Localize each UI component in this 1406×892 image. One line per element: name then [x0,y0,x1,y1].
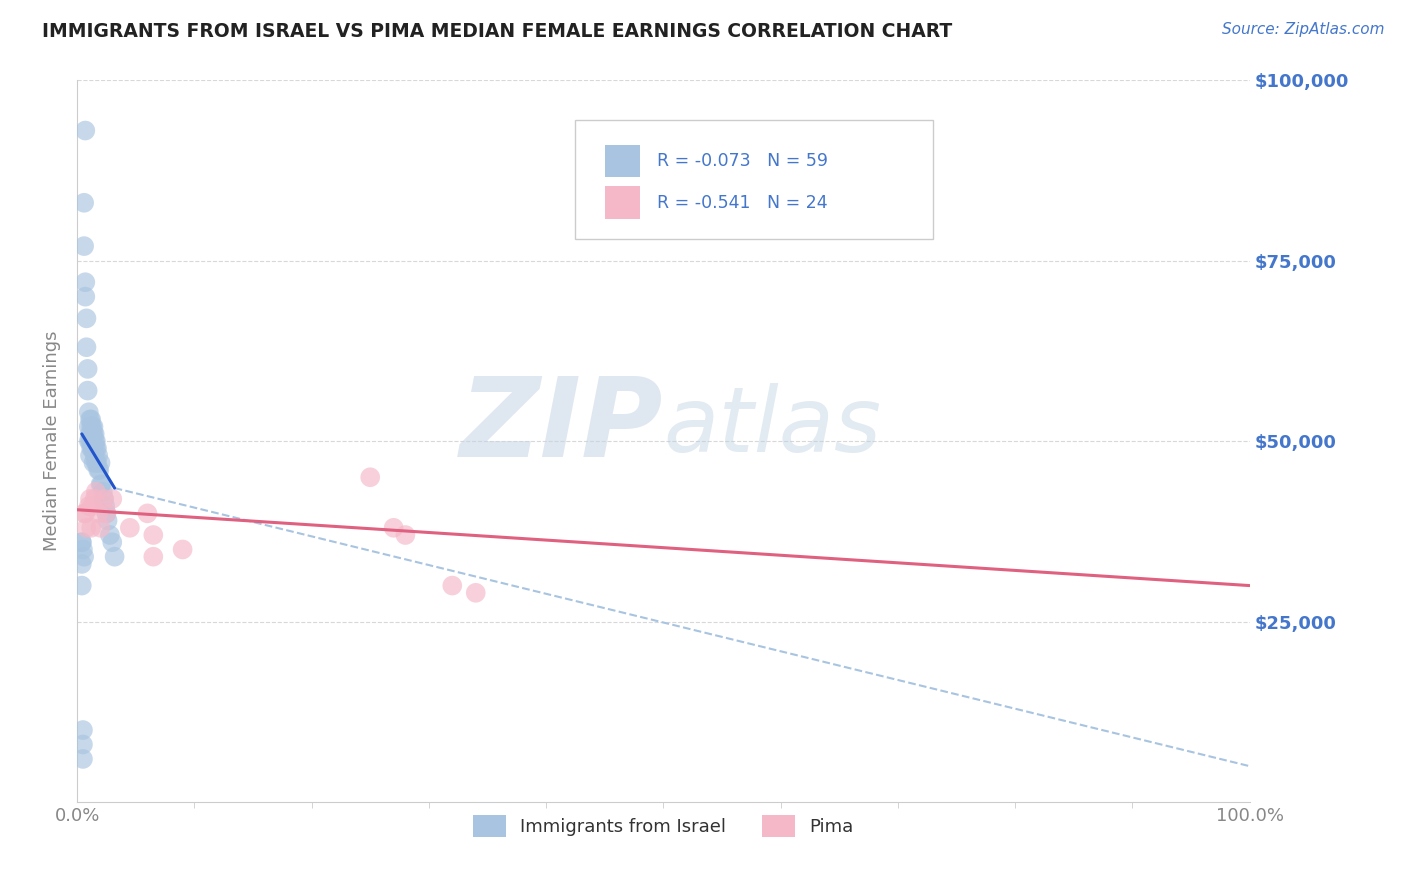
Point [80,521,103,535]
Point [89,463,111,477]
Point [394,528,416,542]
Text: IMMIGRANTS FROM ISRAEL VS PIMA MEDIAN FEMALE EARNINGS CORRELATION CHART: IMMIGRANTS FROM ISRAEL VS PIMA MEDIAN FE… [42,22,952,41]
Point [83,426,105,441]
Point [82,442,104,456]
Point [94,499,117,513]
Point [359,470,381,484]
Point [76,362,98,376]
Point [84,442,107,456]
Point [84,456,107,470]
Point [79,434,101,449]
Point [70,578,93,592]
Point [136,507,159,521]
Point [82,426,104,441]
Point [104,549,127,564]
Point [118,521,141,535]
Point [90,521,112,535]
Point [83,419,105,434]
Point [83,426,105,441]
Point [464,586,486,600]
Point [82,419,104,434]
Point [70,535,93,549]
Point [73,239,96,253]
Point [79,426,101,441]
Point [72,752,94,766]
Point [77,434,100,449]
Point [83,434,105,449]
Point [90,477,112,491]
Text: Source: ZipAtlas.com: Source: ZipAtlas.com [1222,22,1385,37]
Point [93,491,115,506]
Point [90,456,112,470]
FancyBboxPatch shape [575,120,934,239]
Point [72,542,94,557]
Point [98,528,121,542]
Point [82,434,104,449]
Point [80,434,103,449]
Point [75,507,97,521]
Text: R = -0.073   N = 59: R = -0.073 N = 59 [658,152,828,169]
Point [73,195,96,210]
Point [83,442,105,456]
Point [101,491,124,506]
Text: ZIP: ZIP [460,373,664,480]
Point [86,442,108,456]
Point [90,477,112,491]
Point [83,449,105,463]
FancyBboxPatch shape [605,145,640,178]
Point [87,507,110,521]
Point [73,549,96,564]
Point [80,412,103,426]
Legend: Immigrants from Israel, Pima: Immigrants from Israel, Pima [465,807,860,844]
Point [84,484,107,499]
Point [86,456,108,470]
Point [79,412,101,426]
Point [76,521,98,535]
Point [382,521,405,535]
Point [77,405,100,419]
Point [87,449,110,463]
Point [172,542,194,557]
Point [75,290,97,304]
Point [82,499,104,513]
Text: R = -0.541   N = 24: R = -0.541 N = 24 [658,194,828,211]
Point [87,463,110,477]
Y-axis label: Median Female Earnings: Median Female Earnings [44,331,60,551]
Point [76,340,98,354]
Point [97,514,120,528]
Point [93,491,115,506]
Point [96,507,118,521]
Point [76,384,98,398]
Point [76,311,98,326]
Point [83,491,105,506]
Point [72,723,94,737]
Point [77,499,100,513]
Point [77,419,100,434]
Text: atlas: atlas [664,383,882,471]
Point [441,578,464,592]
Point [73,507,96,521]
Point [80,442,103,456]
Point [96,507,118,521]
Point [142,528,165,542]
Point [70,557,93,571]
Point [101,535,124,549]
Point [142,549,165,564]
Point [70,535,93,549]
Point [72,738,94,752]
Point [75,123,97,137]
Point [79,449,101,463]
Point [91,484,114,499]
Point [84,434,107,449]
Point [75,275,97,289]
FancyBboxPatch shape [605,186,640,219]
Point [80,419,103,434]
Point [79,491,101,506]
Point [83,456,105,470]
